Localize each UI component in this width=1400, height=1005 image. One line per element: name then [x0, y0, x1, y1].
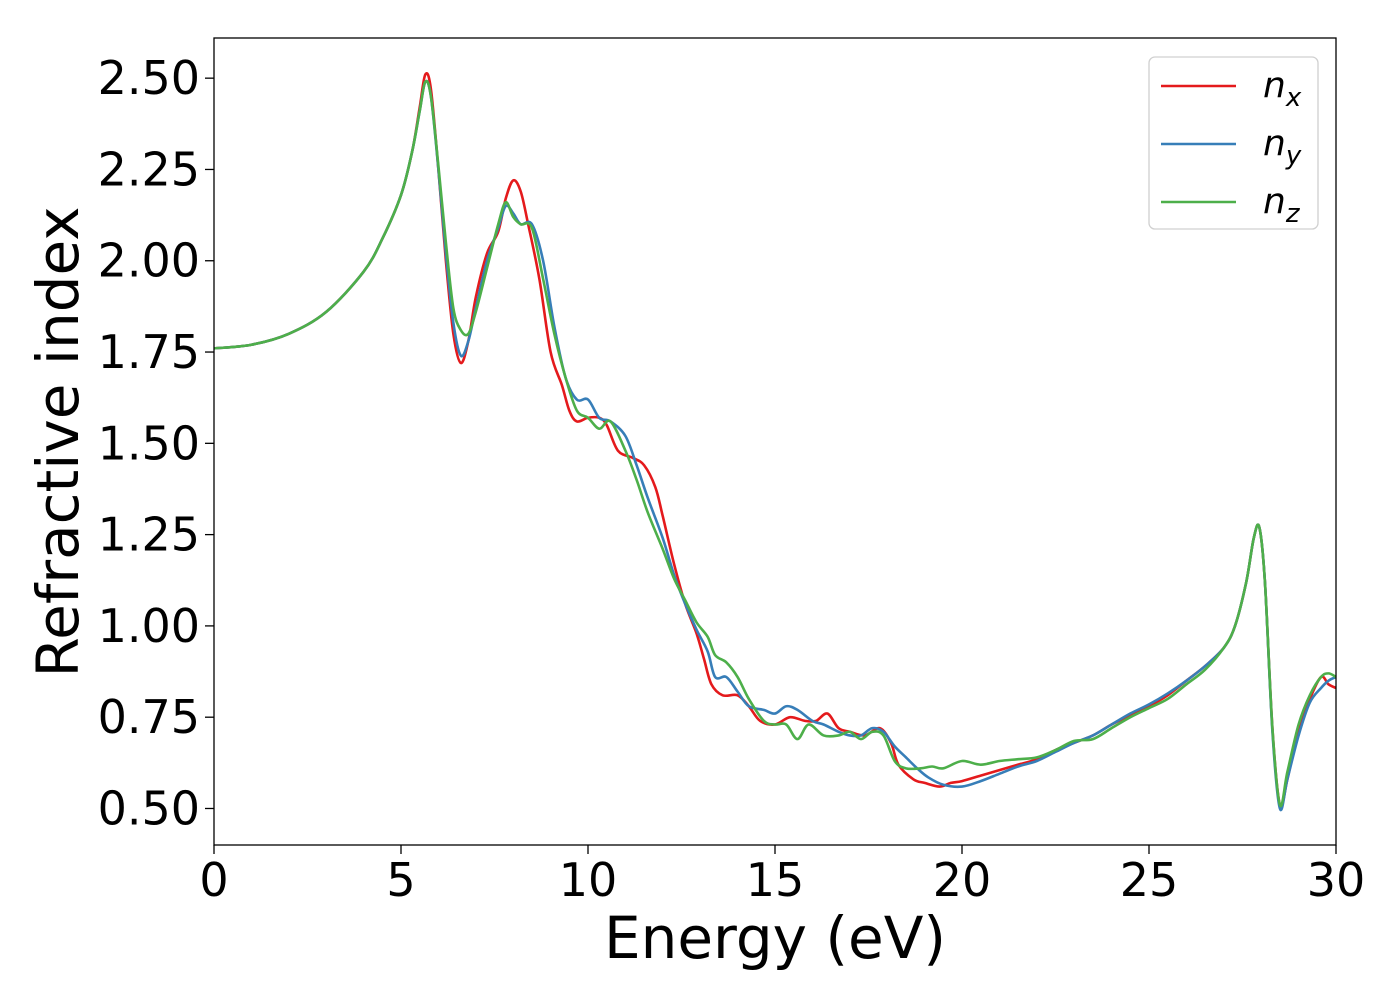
y-tick-label: 1.25	[98, 508, 200, 562]
series-line-n-y	[214, 79, 1336, 812]
series-layer	[214, 71, 1336, 812]
x-tick-label: 20	[933, 853, 992, 907]
x-tick-label: 30	[1307, 853, 1366, 907]
y-axis: 0.50 0.75 1.00 1.25 1.50 1.75 2.00 2.25 2.50	[98, 51, 214, 835]
x-tick-label: 15	[746, 853, 805, 907]
x-tick-label: 10	[559, 853, 618, 907]
x-tick-label: 0	[199, 853, 228, 907]
y-tick-label: 2.00	[98, 234, 200, 288]
y-tick-label: 0.75	[98, 690, 200, 744]
x-axis: 0 5 10 15 20 25 30	[199, 845, 1365, 907]
y-tick-label: 1.00	[98, 599, 200, 653]
series-line-n-z	[214, 79, 1336, 808]
y-tick-label: 2.50	[98, 51, 200, 105]
y-axis-title: Refractive index	[24, 206, 92, 677]
y-tick-label: 1.50	[98, 416, 200, 470]
y-tick-label: 2.25	[98, 142, 200, 196]
x-axis-title: Energy (eV)	[604, 904, 946, 972]
x-tick-label: 5	[386, 853, 415, 907]
x-tick-label: 25	[1120, 853, 1179, 907]
y-tick-label: 0.50	[98, 781, 200, 835]
y-tick-label: 1.75	[98, 325, 200, 379]
